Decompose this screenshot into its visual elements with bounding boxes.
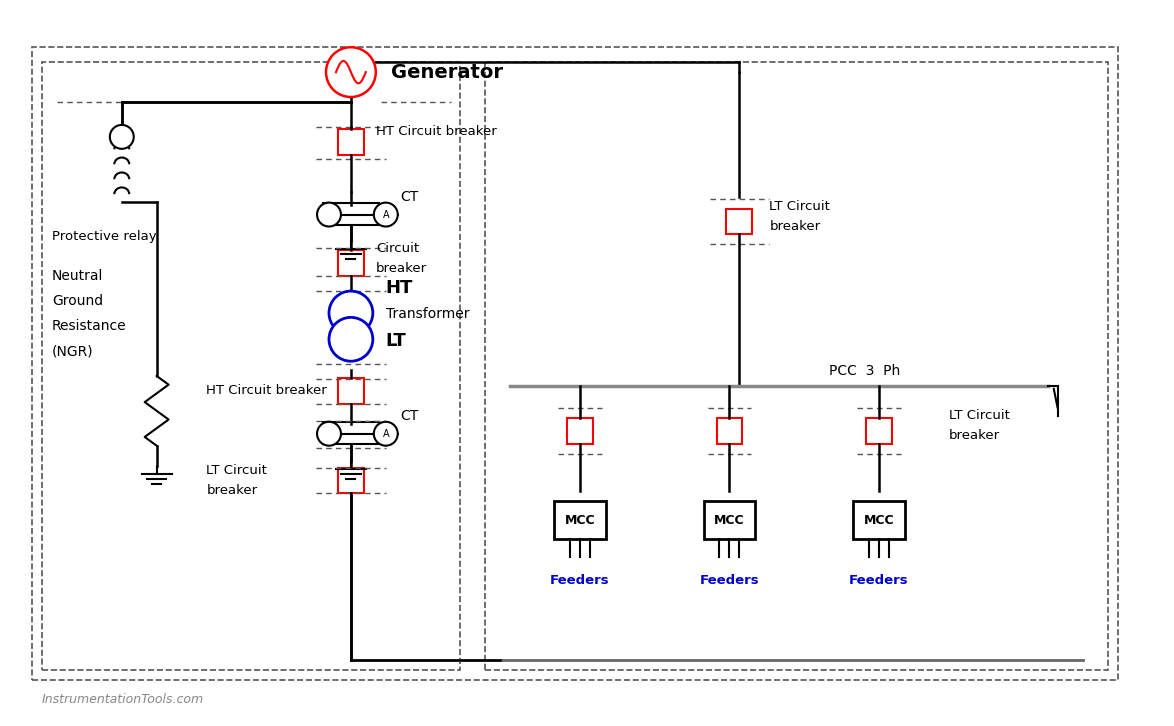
- Bar: [323, 203, 379, 224]
- Bar: [338, 250, 364, 277]
- Text: LT Circuit: LT Circuit: [949, 409, 1010, 423]
- Text: A: A: [383, 210, 389, 219]
- Text: LT: LT: [386, 332, 406, 350]
- Text: CT: CT: [400, 409, 419, 423]
- Text: Resistance: Resistance: [52, 319, 127, 333]
- Text: breaker: breaker: [949, 429, 1000, 442]
- Circle shape: [317, 203, 340, 227]
- Circle shape: [329, 317, 373, 362]
- Circle shape: [317, 422, 340, 446]
- Circle shape: [110, 125, 134, 149]
- Text: breaker: breaker: [769, 220, 821, 233]
- Text: Protective relay: Protective relay: [52, 230, 156, 243]
- Bar: [853, 502, 905, 539]
- Text: (NGR): (NGR): [52, 344, 94, 358]
- Text: MCC: MCC: [864, 514, 895, 527]
- Text: breaker: breaker: [376, 262, 427, 275]
- Bar: [554, 502, 606, 539]
- Text: HT Circuit breaker: HT Circuit breaker: [207, 384, 328, 397]
- Bar: [323, 422, 379, 444]
- Circle shape: [326, 47, 376, 97]
- Circle shape: [373, 422, 398, 446]
- Bar: [338, 129, 364, 155]
- Text: Feeders: Feeders: [700, 574, 760, 587]
- Text: breaker: breaker: [207, 484, 257, 497]
- Bar: [727, 208, 753, 234]
- Text: Feeders: Feeders: [551, 574, 609, 587]
- Circle shape: [329, 291, 373, 335]
- Text: MCC: MCC: [565, 514, 595, 527]
- Text: Circuit: Circuit: [376, 242, 419, 255]
- Text: LT Circuit: LT Circuit: [769, 200, 830, 213]
- Bar: [866, 417, 892, 444]
- Text: Feeders: Feeders: [849, 574, 909, 587]
- Bar: [338, 378, 364, 404]
- Bar: [567, 417, 593, 444]
- Bar: [716, 417, 742, 444]
- Text: MCC: MCC: [714, 514, 744, 527]
- Text: HT: HT: [386, 280, 413, 297]
- Bar: [703, 502, 755, 539]
- Text: CT: CT: [400, 189, 419, 203]
- Text: Ground: Ground: [52, 294, 103, 309]
- Text: HT Circuit breaker: HT Circuit breaker: [376, 126, 497, 139]
- Text: A: A: [383, 429, 389, 439]
- Text: Neutral: Neutral: [52, 269, 103, 283]
- Text: Transformer: Transformer: [386, 307, 470, 321]
- Text: LT Circuit: LT Circuit: [207, 464, 268, 477]
- Bar: [338, 468, 364, 494]
- Circle shape: [373, 203, 398, 227]
- Text: Generator: Generator: [391, 62, 502, 81]
- Text: PCC  3  Ph: PCC 3 Ph: [829, 364, 900, 378]
- Text: InstrumentationTools.com: InstrumentationTools.com: [42, 693, 204, 706]
